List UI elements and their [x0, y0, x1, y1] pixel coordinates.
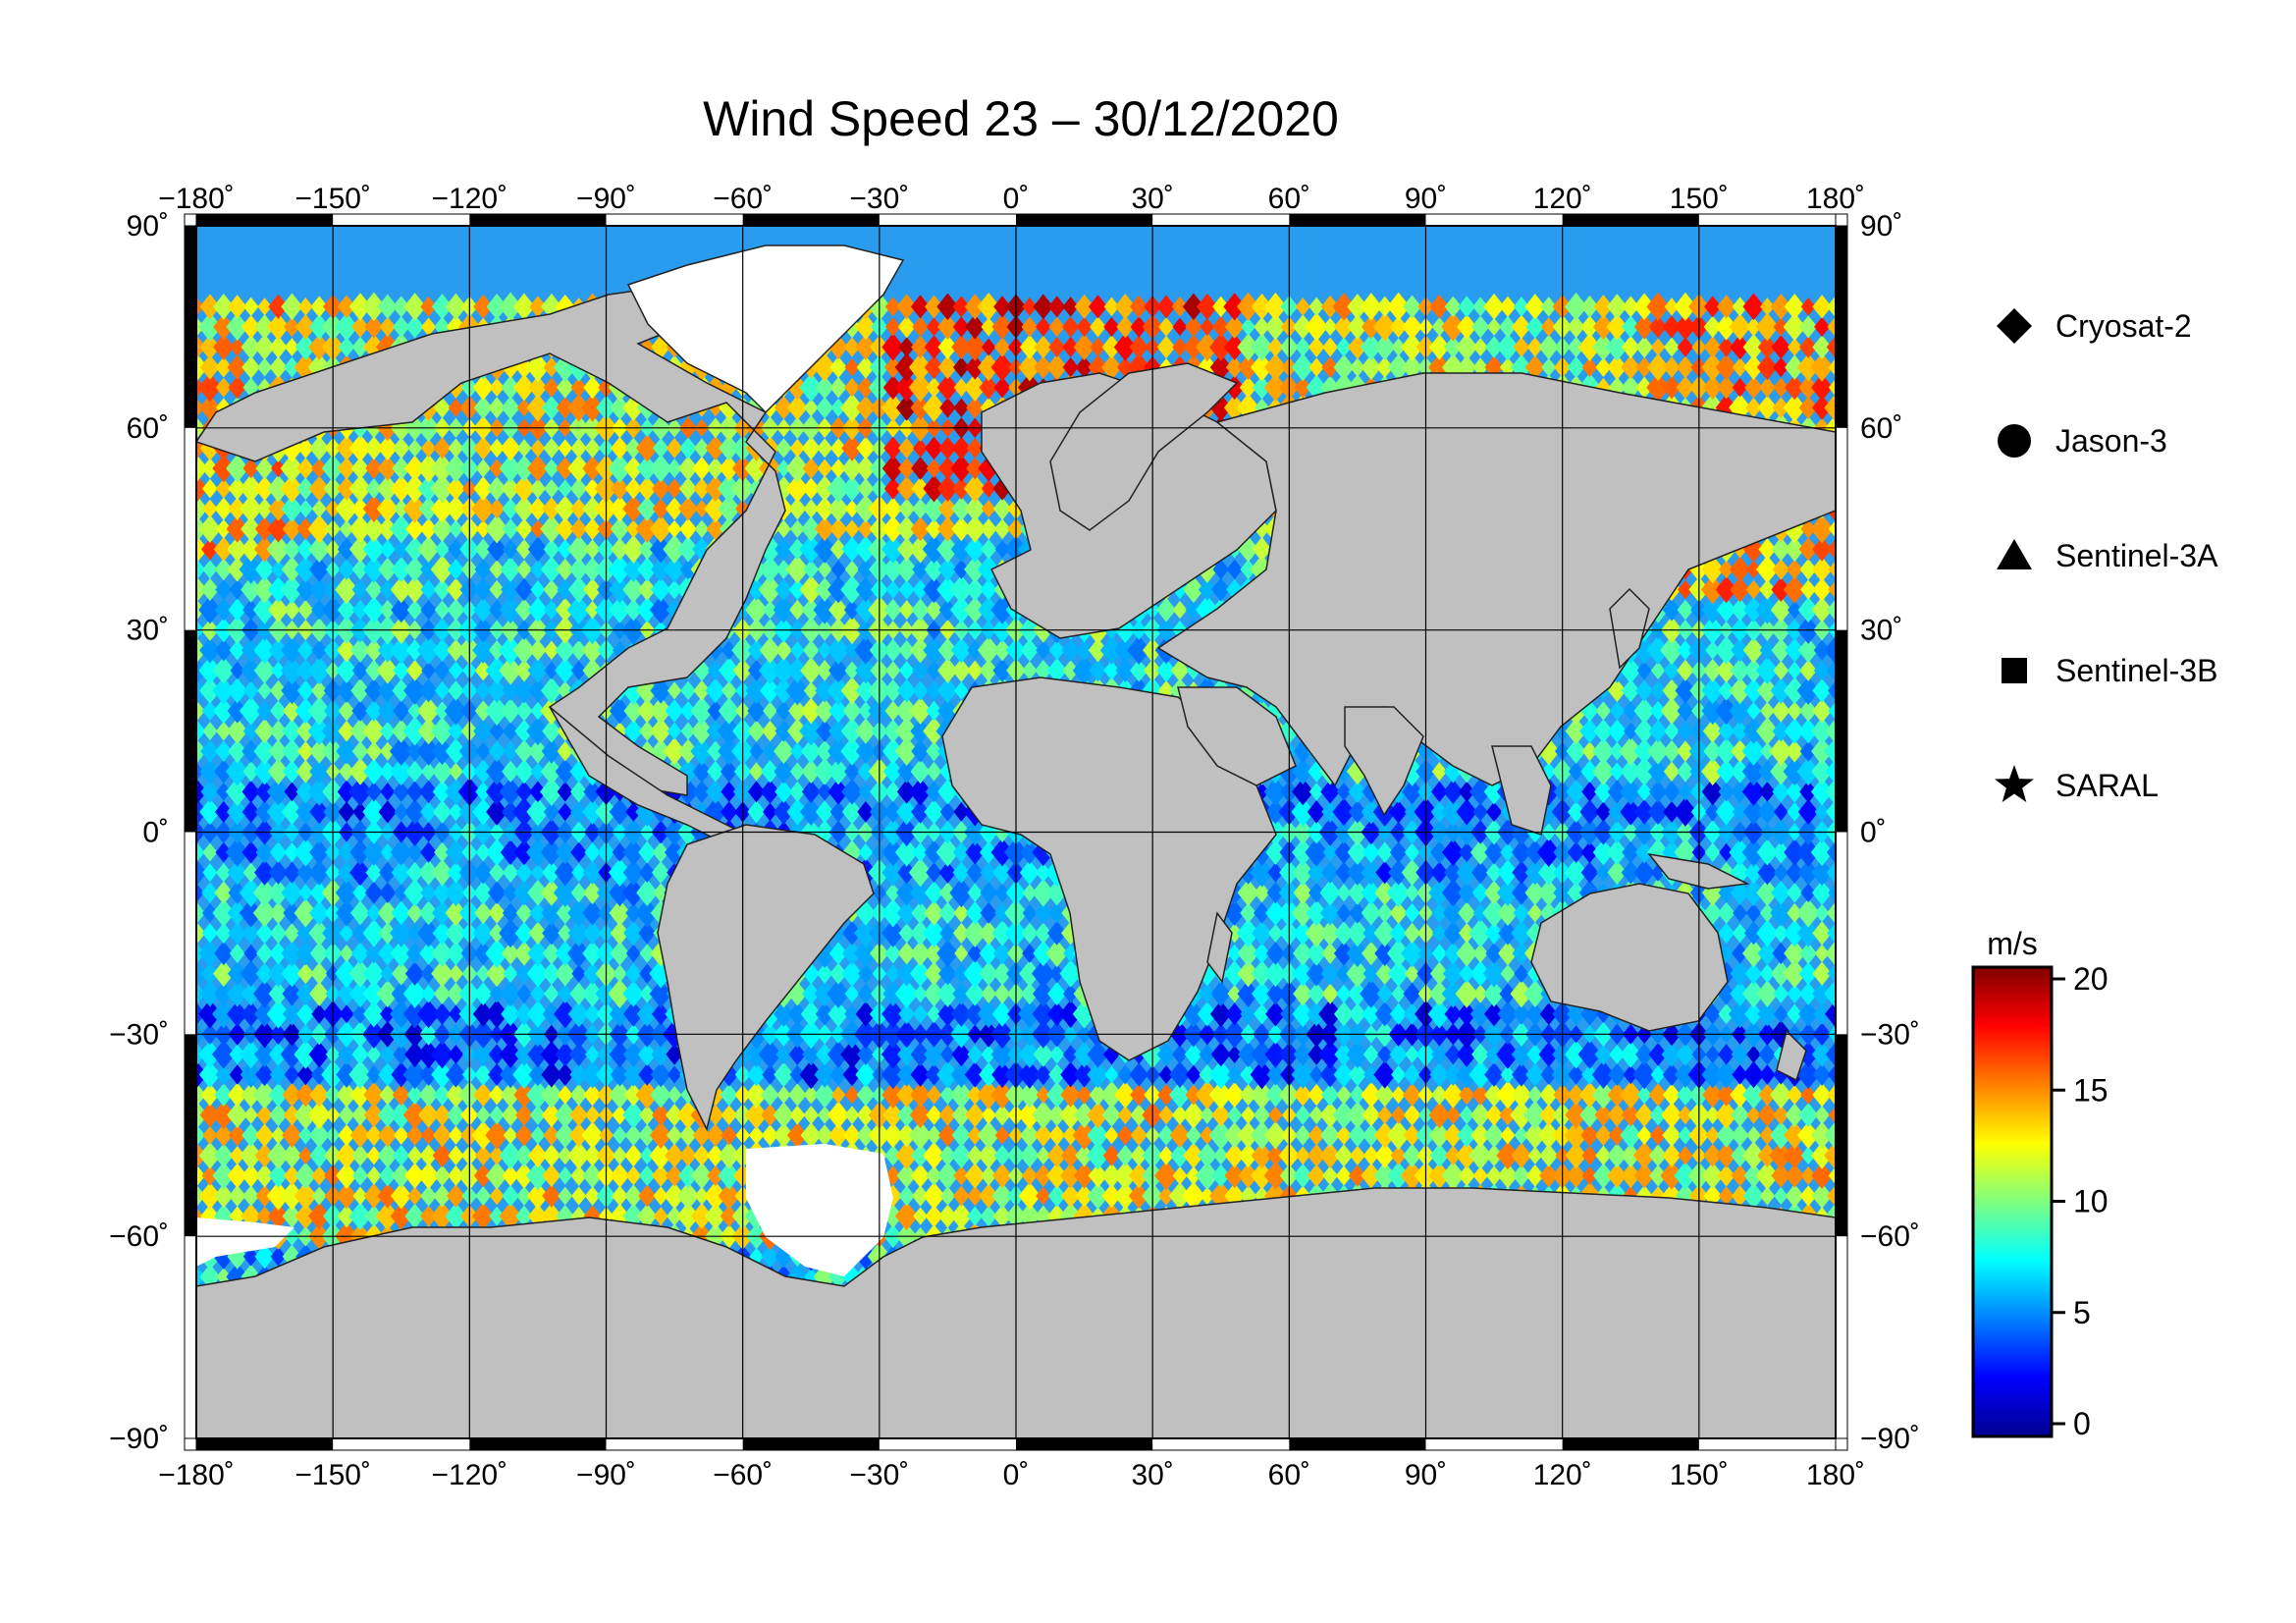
map-title: Wind Speed 23 – 30/12/2020	[703, 91, 1339, 146]
australia-land	[1530, 883, 1729, 1032]
lon-tick-top: 0˚	[1003, 183, 1030, 215]
arabia-land	[1177, 686, 1297, 786]
new-guinea-land	[1647, 852, 1750, 890]
lon-tick-bottom: −120˚	[432, 1459, 508, 1491]
southeast-asia-land	[1491, 745, 1552, 836]
asia-land	[1156, 372, 1836, 787]
latitude-ticks-left: 90˚ 60˚ 30˚ 0˚ −30˚ −60˚ −90˚	[109, 210, 169, 1455]
lon-tick-bottom: 120˚	[1533, 1459, 1592, 1491]
madagascar-land	[1206, 911, 1233, 984]
ross-ice-shelf	[196, 1217, 294, 1267]
south-america-land	[657, 824, 875, 1132]
lat-tick-right: −30˚	[1860, 1018, 1920, 1051]
latitude-ticks-right: 90˚ 60˚ 30˚ 0˚ −30˚ −60˚ −90˚	[1860, 210, 1920, 1455]
lon-tick-bottom: 90˚	[1405, 1459, 1447, 1491]
colorbar-gradient	[1971, 965, 2054, 1438]
map-border-bars	[184, 213, 1848, 1451]
lat-tick-left: 30˚	[127, 615, 169, 647]
graticule	[196, 226, 1836, 1438]
lat-tick-right: 90˚	[1860, 210, 1902, 243]
lon-tick-bottom: −150˚	[294, 1459, 371, 1491]
ocean-field	[196, 226, 1836, 1438]
legend-label: Cryosat-2	[2056, 308, 2192, 344]
lat-tick-left: 0˚	[142, 817, 169, 849]
lon-tick-bottom: 60˚	[1268, 1459, 1310, 1491]
colorbar-tick-label: 15	[2073, 1072, 2109, 1108]
lon-tick-top: −150˚	[294, 183, 371, 215]
lat-tick-right: −60˚	[1860, 1220, 1920, 1253]
lat-tick-left: −90˚	[109, 1423, 169, 1455]
lon-tick-top: 60˚	[1268, 183, 1310, 215]
lat-tick-left: −60˚	[109, 1220, 169, 1253]
star-icon	[1995, 765, 2034, 802]
lat-tick-right: 30˚	[1860, 615, 1902, 647]
lon-tick-bottom: 180˚	[1806, 1459, 1865, 1491]
lon-tick-bottom: −60˚	[713, 1459, 773, 1491]
lon-tick-top: 150˚	[1670, 183, 1729, 215]
lon-tick-bottom: 30˚	[1131, 1459, 1173, 1491]
lat-tick-right: −90˚	[1860, 1423, 1920, 1455]
longitude-ticks-top: −180˚ −150˚ −120˚ −90˚ −60˚ −30˚ 0˚ 30˚ 60˚ 90˚ 12…	[158, 183, 1865, 215]
weddell-ice-shelf	[746, 1144, 893, 1276]
legend-label: SARAL	[2056, 768, 2159, 803]
satellite-legend: Cryosat-2 Jason-3 Sentinel-3A Sentinel-3B SA…	[1995, 308, 2218, 803]
lon-tick-top: −90˚	[576, 183, 636, 215]
lat-tick-right: 0˚	[1860, 817, 1887, 849]
india-land	[1344, 706, 1424, 817]
japan-land	[1609, 587, 1650, 670]
legend-label: Sentinel-3A	[2056, 538, 2218, 573]
lon-tick-bottom: −180˚	[158, 1459, 235, 1491]
circle-icon	[1998, 424, 2031, 458]
lat-tick-right: 60˚	[1860, 412, 1902, 445]
colorbar-tick-label: 0	[2073, 1406, 2091, 1441]
north-america-land	[196, 274, 817, 796]
lon-tick-top: 90˚	[1405, 183, 1447, 215]
legend-label: Jason-3	[2056, 423, 2167, 459]
square-icon	[2002, 658, 2027, 683]
colorbar-tick-label: 10	[2073, 1184, 2109, 1219]
lon-tick-top: 30˚	[1131, 183, 1173, 215]
lon-tick-top: −120˚	[432, 183, 508, 215]
diamond-icon	[1997, 308, 2032, 344]
colorbar-tick-label: 5	[2073, 1295, 2091, 1330]
lon-tick-top: −30˚	[849, 183, 909, 215]
lon-tick-bottom: 150˚	[1670, 1459, 1729, 1491]
lon-tick-top: −180˚	[158, 183, 235, 215]
colorbar-unit: m/s	[1987, 926, 2038, 961]
triangle-icon	[1997, 539, 2032, 569]
lon-tick-bottom: −90˚	[576, 1459, 636, 1491]
legend-label: Sentinel-3B	[2056, 653, 2217, 688]
lat-tick-left: 90˚	[127, 210, 169, 243]
lat-tick-left: −30˚	[109, 1018, 169, 1051]
new-zealand-land	[1776, 1029, 1807, 1082]
lon-tick-top: −60˚	[713, 183, 773, 215]
lon-tick-bottom: 0˚	[1003, 1459, 1030, 1491]
lon-tick-top: 180˚	[1806, 183, 1865, 215]
lon-tick-bottom: −30˚	[849, 1459, 909, 1491]
greenland-land	[626, 244, 905, 414]
scandinavia-land	[1049, 362, 1239, 531]
longitude-ticks-bottom: −180˚ −150˚ −120˚ −90˚ −60˚ −30˚ 0˚ 30˚ 60˚ 90˚ 12…	[158, 1459, 1865, 1491]
lat-tick-left: 60˚	[127, 412, 169, 445]
colorbar-ticks: 0 5 10 15 20	[2052, 961, 2109, 1441]
colorbar: m/s 0 5 10 15 20	[1971, 926, 2109, 1441]
colorbar-tick-label: 20	[2073, 961, 2109, 997]
lon-tick-top: 120˚	[1533, 183, 1592, 215]
